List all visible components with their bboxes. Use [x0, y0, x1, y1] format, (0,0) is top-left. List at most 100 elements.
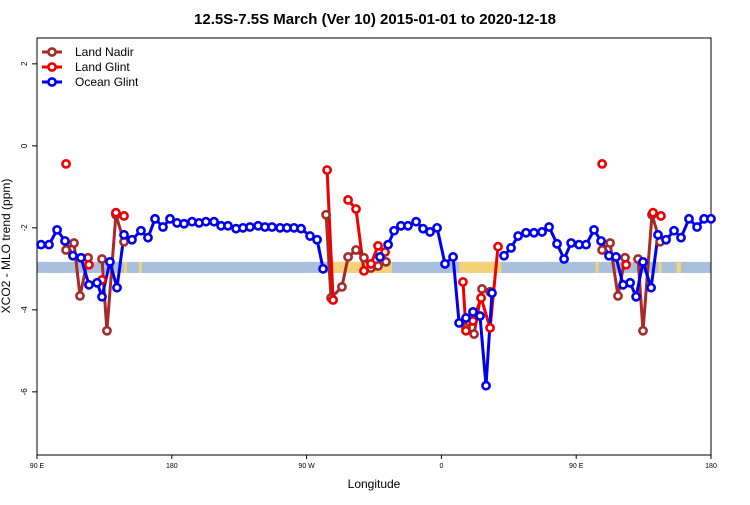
x-axis-label: Longitude — [348, 477, 401, 491]
point — [403, 220, 413, 231]
point — [201, 216, 211, 227]
point — [537, 227, 547, 237]
x-tick-label: 90 E — [569, 463, 584, 470]
point — [653, 229, 663, 240]
point — [321, 209, 331, 220]
point — [566, 238, 577, 248]
point — [544, 222, 554, 232]
point — [375, 252, 385, 262]
point — [625, 277, 636, 288]
point — [245, 222, 255, 232]
point — [589, 224, 599, 235]
land-band — [676, 261, 682, 273]
point — [36, 239, 46, 250]
point — [638, 256, 648, 267]
point — [661, 234, 671, 245]
legend-label: Ocean Glint — [75, 75, 139, 89]
point — [318, 263, 328, 274]
x-tick-label: 0 — [439, 463, 443, 470]
point — [105, 256, 115, 267]
point — [493, 241, 503, 252]
point — [440, 259, 450, 269]
point — [296, 223, 306, 234]
point — [383, 239, 393, 250]
point — [97, 291, 107, 302]
point — [165, 213, 175, 224]
point — [552, 238, 562, 249]
point — [559, 254, 569, 264]
point — [337, 281, 347, 292]
point — [373, 240, 383, 251]
x-tick-label: 90 W — [298, 463, 315, 470]
point — [656, 211, 666, 221]
point — [84, 259, 94, 270]
point — [119, 211, 129, 221]
point — [499, 250, 509, 261]
point — [597, 158, 608, 169]
point — [61, 158, 71, 169]
point — [97, 254, 107, 264]
point — [692, 222, 702, 232]
point — [646, 282, 656, 293]
point — [611, 252, 621, 262]
point — [684, 213, 694, 224]
point — [127, 234, 137, 245]
y-tick-label: -6 — [20, 388, 29, 396]
point — [136, 225, 146, 236]
land-band — [658, 261, 662, 273]
point — [328, 295, 339, 305]
point — [469, 329, 479, 339]
point — [158, 222, 168, 232]
point — [102, 325, 112, 336]
point — [76, 252, 86, 263]
point — [381, 256, 391, 267]
point — [111, 207, 121, 218]
point — [267, 222, 277, 232]
land-band — [459, 261, 502, 273]
point — [476, 293, 486, 303]
point — [461, 325, 471, 336]
legend-label: Land Glint — [75, 60, 130, 74]
point — [581, 239, 591, 250]
point — [613, 291, 623, 301]
point — [52, 224, 62, 235]
point — [179, 218, 189, 229]
y-tick-label: 0 — [20, 143, 29, 148]
point — [475, 311, 485, 321]
point — [487, 288, 497, 298]
point — [458, 277, 468, 287]
point — [60, 236, 70, 246]
point — [61, 245, 71, 255]
legend-marker — [47, 47, 57, 57]
point — [454, 318, 464, 328]
chart-title: 12.5S-7.5S March (Ver 10) 2015-01-01 to … — [194, 11, 556, 28]
point — [669, 225, 679, 236]
point — [150, 213, 160, 224]
land-band — [138, 261, 142, 273]
point — [343, 252, 353, 262]
point — [351, 204, 361, 214]
point — [305, 231, 315, 241]
x-tick-label: 90 E — [30, 463, 45, 470]
point — [468, 306, 478, 317]
point — [521, 227, 531, 238]
point — [621, 259, 631, 270]
point — [597, 245, 608, 255]
point — [631, 291, 642, 302]
point — [68, 250, 78, 261]
point — [69, 238, 79, 248]
point — [506, 243, 516, 253]
point — [605, 238, 615, 248]
y-tick-label: -2 — [20, 224, 29, 232]
point — [477, 284, 487, 294]
point — [596, 236, 606, 246]
point — [44, 239, 54, 250]
y-axis-label: XCO2 - MLO trend (ppm) — [0, 179, 13, 314]
point — [529, 227, 539, 238]
x-tick-label: 180 — [166, 463, 178, 470]
point — [481, 380, 491, 391]
legend-marker — [47, 62, 57, 72]
y-tick-label: -4 — [20, 306, 29, 314]
land-band — [123, 261, 127, 273]
